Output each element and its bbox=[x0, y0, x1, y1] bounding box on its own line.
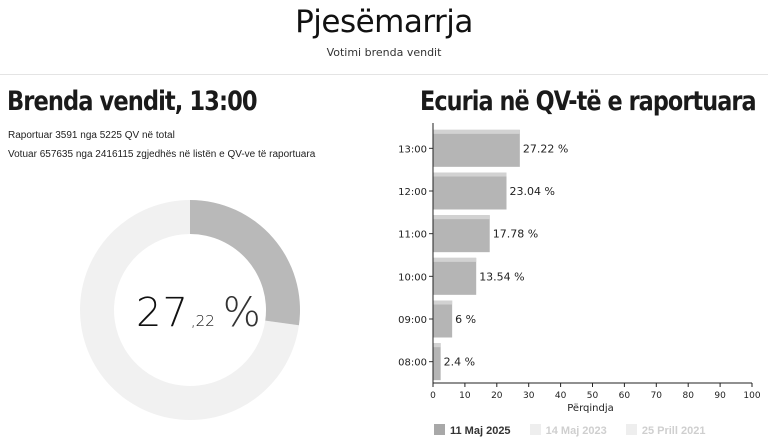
legend-label-2025: 11 Maj 2025 bbox=[450, 425, 511, 437]
gauge-fill bbox=[190, 200, 300, 326]
x-tick-label: 80 bbox=[682, 391, 694, 401]
gauge-value-decimal: ,22 bbox=[190, 312, 215, 330]
legend-swatch-2023 bbox=[529, 424, 541, 435]
bar-0900 bbox=[433, 300, 453, 338]
bar-value-label: 13.54 % bbox=[479, 270, 524, 283]
site-header: Pjesëmarrja Votimi brenda vendit bbox=[0, 0, 768, 72]
bar-value-label: 27.22 % bbox=[523, 142, 568, 155]
legend-label-2023: 14 Maj 2023 bbox=[545, 425, 607, 437]
category-tick-label: 09:00 bbox=[398, 315, 427, 326]
legend-swatch-2025 bbox=[434, 424, 445, 435]
legend-item-2023[interactable]: 14 Maj 2023 bbox=[529, 424, 607, 437]
bar-0800 bbox=[433, 343, 441, 381]
x-axis-title: Përqindja bbox=[567, 403, 613, 414]
x-tick-label: 50 bbox=[587, 391, 599, 401]
chart-legend: 11 Maj 2025 14 Maj 2023 25 Prill 2021 bbox=[434, 424, 721, 437]
bar-value-label: 17.78 % bbox=[493, 228, 538, 241]
gauge-percent-sign: % bbox=[222, 290, 261, 336]
gauge-value-integer: 27 bbox=[136, 290, 189, 336]
page-subtitle: Votimi brenda vendit bbox=[326, 46, 442, 59]
reported-stations-text: Raportuar 3591 nga 5225 QV në total bbox=[8, 130, 175, 141]
bar-highlight-1100 bbox=[433, 215, 490, 220]
x-tick-label: 40 bbox=[555, 391, 567, 401]
bar-1200 bbox=[433, 172, 507, 210]
legend-swatch-2021 bbox=[625, 424, 637, 435]
legend-item-2025[interactable]: 11 Maj 2025 bbox=[434, 424, 511, 437]
bar-value-label: 23.04 % bbox=[509, 185, 554, 198]
bar-highlight-1000 bbox=[433, 257, 477, 262]
turnout-donut-gauge bbox=[80, 200, 300, 420]
reported-stations-heading: Ecuria në QV-të e raportuara bbox=[420, 86, 757, 117]
category-tick-label: 08:00 bbox=[398, 358, 427, 369]
bar-value-label: 6 % bbox=[455, 313, 476, 326]
x-tick-label: 100 bbox=[743, 391, 760, 401]
x-tick-label: 70 bbox=[651, 391, 663, 401]
gauge-track bbox=[80, 200, 299, 420]
bar-highlight-1300 bbox=[433, 129, 520, 134]
x-tick-label: 20 bbox=[491, 391, 503, 401]
bar-value-label: 2.4 % bbox=[444, 356, 475, 369]
category-tick-label: 12:00 bbox=[398, 187, 427, 198]
bar-highlight-0900 bbox=[433, 300, 453, 305]
category-tick-label: 13:00 bbox=[398, 144, 427, 155]
header-divider bbox=[0, 74, 768, 75]
bar-1000 bbox=[433, 257, 477, 295]
bar-highlight-1200 bbox=[433, 172, 507, 177]
legend-label-2021: 25 Prill 2021 bbox=[641, 425, 706, 437]
legend-item-2021[interactable]: 25 Prill 2021 bbox=[625, 424, 706, 437]
voted-count-text: Votuar 657635 nga 2416115 zgjedhës në li… bbox=[8, 149, 316, 160]
in-country-heading: Brenda vendit, 13:00 bbox=[7, 86, 258, 117]
bars-layer: 27.22 % 23.04 % 17.78 % 13.54 % 6 % 2.4 % bbox=[433, 129, 568, 381]
hourly-turnout-bar-chart: 27.22 % 23.04 % 17.78 % 13.54 % 6 % 2.4 % 13:… bbox=[398, 123, 761, 414]
x-tick-label: 0 bbox=[430, 391, 436, 401]
bar-1100 bbox=[433, 215, 490, 253]
x-tick-label: 90 bbox=[714, 391, 726, 401]
bar-1300 bbox=[433, 129, 520, 167]
gauge-value: 27,22% bbox=[136, 290, 261, 336]
axis-layer: 13:00 12:00 11:00 10:00 09:00 08:00 0 10 20 30 40 5… bbox=[398, 123, 761, 414]
bar-highlight-0800 bbox=[433, 343, 441, 348]
x-tick-label: 60 bbox=[619, 391, 631, 401]
x-tick-label: 10 bbox=[459, 391, 471, 401]
x-tick-label: 30 bbox=[523, 391, 535, 401]
page-title: Pjesëmarrja bbox=[295, 4, 473, 40]
category-tick-label: 11:00 bbox=[398, 230, 427, 241]
category-tick-label: 10:00 bbox=[398, 272, 427, 283]
